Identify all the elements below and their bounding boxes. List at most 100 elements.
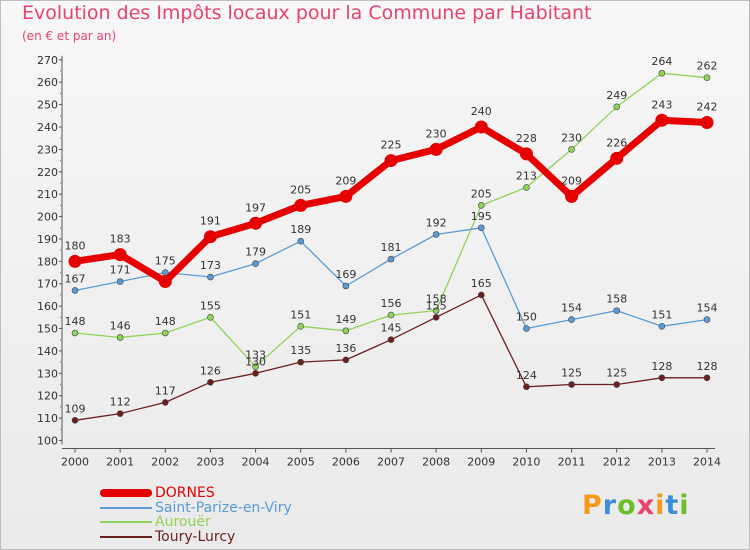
data-point bbox=[613, 103, 621, 111]
data-label: 205 bbox=[471, 187, 492, 200]
x-tick-label: 2013 bbox=[648, 456, 676, 469]
legend-label: Aurouër bbox=[155, 514, 211, 530]
chart-title: Evolution des Impôts locaux pour la Comm… bbox=[22, 2, 592, 24]
data-point bbox=[703, 374, 711, 382]
data-label: 181 bbox=[381, 241, 402, 254]
data-point bbox=[703, 316, 711, 323]
data-point bbox=[432, 307, 440, 314]
legend-swatch bbox=[100, 521, 152, 523]
data-point bbox=[71, 329, 79, 337]
y-tick-label: 160 bbox=[37, 300, 58, 313]
x-tick-label: 2009 bbox=[467, 456, 495, 469]
data-point bbox=[207, 314, 214, 321]
data-label: 243 bbox=[651, 98, 672, 111]
data-label: 209 bbox=[561, 174, 582, 187]
x-tick-label: 2004 bbox=[242, 456, 270, 469]
data-point bbox=[658, 374, 666, 382]
data-point bbox=[703, 74, 711, 82]
y-tick-label: 140 bbox=[37, 345, 58, 358]
x-tick-label: 2006 bbox=[332, 456, 360, 469]
data-label: 228 bbox=[516, 132, 537, 145]
logo-letter: o bbox=[617, 490, 637, 521]
data-label: 249 bbox=[606, 89, 627, 102]
data-point bbox=[387, 336, 395, 344]
data-label: 109 bbox=[65, 402, 86, 415]
data-label: 195 bbox=[471, 210, 492, 223]
axes: 100 110 120 130 140 150 160 170 180 190 200 210 220 2… bbox=[37, 54, 721, 469]
data-point bbox=[700, 116, 714, 130]
data-point bbox=[71, 287, 79, 294]
data-point bbox=[116, 334, 124, 341]
legend-swatch bbox=[100, 489, 152, 497]
data-label: 155 bbox=[426, 299, 447, 312]
data-label: 117 bbox=[155, 384, 176, 397]
data-point bbox=[655, 113, 669, 127]
data-label: 136 bbox=[335, 342, 356, 355]
data-label: 183 bbox=[110, 233, 131, 246]
data-point bbox=[297, 322, 305, 330]
data-point bbox=[116, 410, 124, 417]
data-label: 154 bbox=[697, 302, 718, 315]
data-label: 148 bbox=[155, 315, 176, 328]
data-label: 148 bbox=[65, 315, 86, 328]
data-label: 167 bbox=[65, 272, 86, 285]
data-point bbox=[523, 184, 530, 191]
data-point bbox=[116, 278, 124, 285]
data-point bbox=[387, 255, 395, 263]
data-label: 213 bbox=[516, 169, 537, 182]
y-tick-label: 120 bbox=[37, 390, 58, 403]
data-labels: 109 112 117 126 130 135 136 145 155 165 124 125 125 1… bbox=[65, 55, 718, 415]
data-label: 191 bbox=[200, 215, 221, 228]
data-label: 226 bbox=[606, 136, 627, 149]
data-point bbox=[610, 151, 624, 165]
data-label: 128 bbox=[651, 360, 672, 373]
data-point bbox=[161, 399, 169, 406]
data-label: 126 bbox=[200, 364, 221, 377]
data-label: 180 bbox=[65, 239, 86, 252]
data-point bbox=[113, 248, 127, 262]
x-tick-label: 2005 bbox=[287, 456, 315, 469]
y-tick-label: 270 bbox=[37, 54, 58, 67]
y-tick-label: 150 bbox=[37, 323, 58, 336]
x-tick-label: 2012 bbox=[603, 456, 631, 469]
data-label: 125 bbox=[606, 367, 627, 380]
data-label: 135 bbox=[290, 344, 311, 357]
y-tick-label: 260 bbox=[37, 76, 58, 89]
data-label: 175 bbox=[155, 255, 176, 268]
data-label: 171 bbox=[110, 264, 131, 277]
data-point bbox=[477, 202, 485, 209]
x-tick-label: 2011 bbox=[558, 456, 586, 469]
x-tick-label: 2014 bbox=[693, 456, 721, 469]
data-point bbox=[342, 327, 350, 335]
data-point bbox=[207, 273, 214, 281]
legend-swatch bbox=[100, 535, 152, 538]
legend-swatch bbox=[100, 506, 152, 509]
data-point bbox=[71, 417, 79, 424]
data-label: 150 bbox=[516, 311, 537, 324]
data-label: 230 bbox=[561, 131, 582, 144]
data-label: 264 bbox=[651, 55, 672, 68]
chart-subtitle: (en € et par an) bbox=[22, 29, 117, 43]
data-point bbox=[252, 363, 259, 370]
series-points bbox=[68, 69, 714, 424]
data-point bbox=[203, 230, 217, 244]
data-point bbox=[207, 378, 214, 386]
x-tick-label: 2000 bbox=[61, 456, 89, 469]
data-point bbox=[294, 198, 308, 212]
data-label: 155 bbox=[200, 299, 221, 312]
data-point bbox=[161, 269, 169, 276]
data-point bbox=[432, 231, 440, 238]
data-point bbox=[613, 381, 621, 388]
data-label: 125 bbox=[561, 367, 582, 380]
data-point bbox=[523, 383, 530, 391]
data-label: 124 bbox=[516, 369, 537, 382]
y-tick-label: 190 bbox=[37, 233, 58, 246]
x-tick-label: 2007 bbox=[377, 456, 405, 469]
data-point bbox=[429, 142, 443, 156]
x-tick-label: 2003 bbox=[196, 456, 224, 469]
data-point bbox=[384, 154, 398, 168]
legend-label: Toury-Lurcy bbox=[155, 528, 236, 545]
logo-letter: x bbox=[636, 490, 656, 521]
data-point bbox=[297, 237, 305, 245]
data-label: 146 bbox=[110, 319, 131, 332]
